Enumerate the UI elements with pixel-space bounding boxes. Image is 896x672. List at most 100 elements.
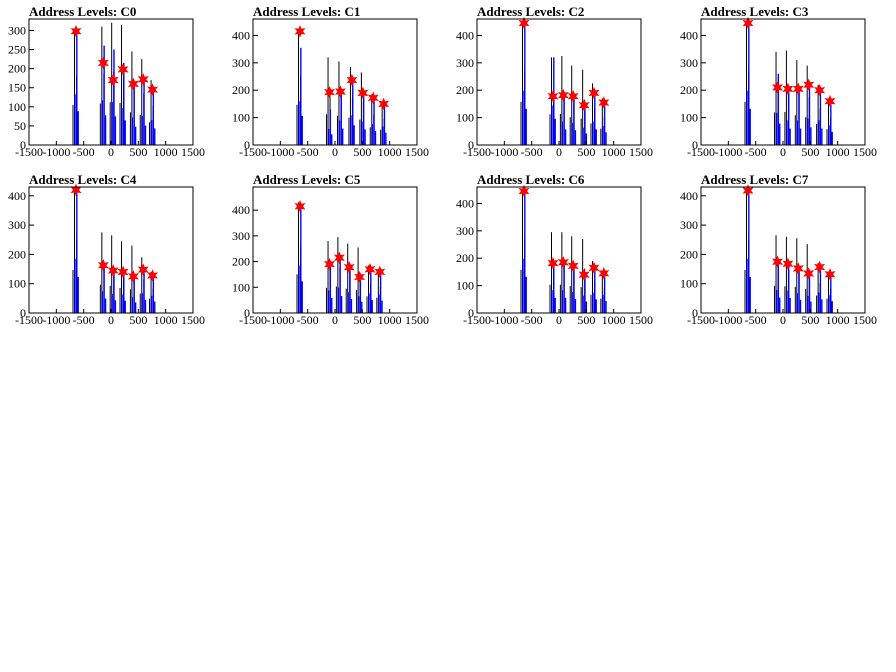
x-tick-label: -1500 xyxy=(15,313,43,327)
y-tick-label: 200 xyxy=(8,62,26,76)
peak-marker-2 xyxy=(782,257,794,271)
peak-marker-3 xyxy=(567,89,579,103)
peak-marker-0 xyxy=(70,24,82,38)
y-tick-label: 100 xyxy=(8,277,26,291)
x-tick-label: -500 xyxy=(521,145,543,159)
peak-marker-1 xyxy=(547,256,559,270)
y-tick-label: 300 xyxy=(232,56,250,70)
plot-frame xyxy=(700,186,866,314)
y-tick-label: 0 xyxy=(692,306,698,320)
x-tick-label: -1500 xyxy=(15,145,43,159)
peak-marker-4 xyxy=(803,78,815,92)
x-tick-label: 500 xyxy=(801,313,819,327)
chart-title: Address Levels: C1 xyxy=(253,4,360,19)
x-tick-label: 0 xyxy=(332,145,338,159)
y-tick-label: 250 xyxy=(8,43,26,57)
x-tick-label: 500 xyxy=(129,313,147,327)
x-tick-label: -500 xyxy=(745,145,767,159)
plot-frame xyxy=(252,186,418,314)
x-tick-label: 1500 xyxy=(853,313,877,327)
y-tick-label: 400 xyxy=(232,203,250,217)
peak-marker-3 xyxy=(117,63,129,76)
x-tick-label: 1500 xyxy=(629,145,653,159)
y-tick-label: 0 xyxy=(244,306,250,320)
y-tick-label: 400 xyxy=(680,189,698,203)
y-tick-label: 100 xyxy=(232,111,250,125)
y-tick-label: 400 xyxy=(232,28,250,42)
x-tick-label: 500 xyxy=(129,145,147,159)
peak-marker-4 xyxy=(803,267,815,280)
peak-marker-4 xyxy=(127,270,139,283)
peak-marker-5 xyxy=(814,83,826,97)
chart-panel-c3: Address Levels: C3 0 100 200 300 400 -1500 -100… xyxy=(680,4,877,159)
chart-panel-c5: Address Levels: C5 0 100 200 300 400 -1500 -100… xyxy=(232,172,429,327)
peak-marker-4 xyxy=(127,77,139,91)
x-tick-label: -1000 xyxy=(42,313,70,327)
peak-marker-5 xyxy=(588,86,600,100)
peak-marker-6 xyxy=(598,96,610,109)
peak-marker-0 xyxy=(742,184,754,197)
peak-marker-2 xyxy=(782,82,794,96)
x-tick-label: 500 xyxy=(353,145,371,159)
chart-panel-c6: Address Levels: C6 0 100 200 300 400 -1500 -100… xyxy=(456,172,653,327)
peak-marker-1 xyxy=(324,85,336,99)
chart-title: Address Levels: C0 xyxy=(29,4,136,19)
x-tick-label: -500 xyxy=(745,313,767,327)
x-tick-label: -1000 xyxy=(490,145,518,159)
x-tick-label: -1000 xyxy=(714,145,742,159)
x-tick-label: -1500 xyxy=(687,145,715,159)
y-tick-label: 200 xyxy=(8,247,26,261)
peak-marker-6 xyxy=(824,94,836,108)
peak-marker-5 xyxy=(814,260,826,274)
y-tick-label: 100 xyxy=(456,111,474,125)
x-tick-label: 1500 xyxy=(629,313,653,327)
x-tick-label: -1000 xyxy=(266,145,294,159)
peak-marker-2 xyxy=(333,251,345,265)
peak-marker-0 xyxy=(742,16,754,30)
x-tick-label: -1500 xyxy=(463,145,491,159)
peak-marker-2 xyxy=(107,73,119,87)
peak-marker-4 xyxy=(354,270,366,284)
peak-marker-1 xyxy=(772,255,784,269)
x-tick-label: 1000 xyxy=(602,145,626,159)
chart-panel-c2: Address Levels: C2 0 100 200 300 400 -1500 -100… xyxy=(456,4,653,159)
y-tick-label: 200 xyxy=(456,83,474,97)
y-tick-label: 100 xyxy=(680,111,698,125)
y-tick-label: 100 xyxy=(680,277,698,291)
peak-marker-1 xyxy=(772,81,784,94)
x-tick-label: 0 xyxy=(108,313,114,327)
y-tick-label: 0 xyxy=(20,138,26,152)
x-tick-label: -500 xyxy=(521,313,543,327)
peak-marker-5 xyxy=(137,263,149,276)
x-tick-label: 1000 xyxy=(378,313,402,327)
x-tick-label: 0 xyxy=(332,313,338,327)
y-tick-label: 200 xyxy=(680,247,698,261)
chart-title: Address Levels: C7 xyxy=(701,172,809,187)
chart-panel-c7: Address Levels: C7 0 100 200 300 400 -1500 -100… xyxy=(680,172,877,327)
x-tick-label: -1500 xyxy=(463,313,491,327)
peak-marker-5 xyxy=(137,73,149,86)
y-tick-label: 0 xyxy=(20,306,26,320)
peak-marker-2 xyxy=(557,256,569,269)
y-tick-label: 400 xyxy=(680,28,698,42)
x-tick-label: -500 xyxy=(73,145,95,159)
peak-marker-1 xyxy=(324,257,336,271)
x-tick-label: 1000 xyxy=(602,313,626,327)
peak-marker-4 xyxy=(357,86,369,100)
plot-frame xyxy=(476,186,642,314)
x-tick-label: 1500 xyxy=(181,145,205,159)
peak-marker-6 xyxy=(374,265,386,279)
peak-marker-2 xyxy=(557,88,569,102)
y-tick-label: 300 xyxy=(680,56,698,70)
y-tick-label: 0 xyxy=(468,306,474,320)
peak-marker-3 xyxy=(117,265,129,279)
x-tick-label: -1000 xyxy=(42,145,70,159)
peak-marker-2 xyxy=(107,264,119,277)
y-tick-label: 0 xyxy=(468,138,474,152)
peak-marker-1 xyxy=(97,56,109,70)
y-tick-label: 400 xyxy=(8,189,26,203)
y-tick-label: 100 xyxy=(456,279,474,293)
x-tick-label: 1000 xyxy=(154,145,178,159)
peak-marker-4 xyxy=(578,268,590,281)
x-tick-label: 1500 xyxy=(405,313,429,327)
